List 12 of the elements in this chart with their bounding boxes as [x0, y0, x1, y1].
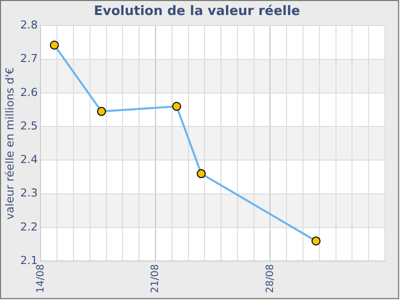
x-tick-label: 28/08: [264, 264, 276, 294]
x-tick-label: 14/08: [35, 264, 46, 294]
y-axis-title: valeur réelle en millions d'€: [3, 67, 16, 220]
x-tick-label: 21/08: [150, 264, 162, 294]
y-tick-label: 2.3: [20, 186, 38, 200]
y-tick-label: 2.6: [20, 86, 38, 99]
y-tick-label: 2.2: [20, 220, 38, 234]
y-tick-label: 2.5: [20, 119, 38, 132]
y-tick-label: 2.4: [20, 153, 38, 166]
y-tick-label: 2.8: [20, 18, 38, 32]
y-tick-label: 2.7: [20, 52, 38, 66]
chart-title: Evolution de la valeur réelle: [94, 4, 300, 20]
